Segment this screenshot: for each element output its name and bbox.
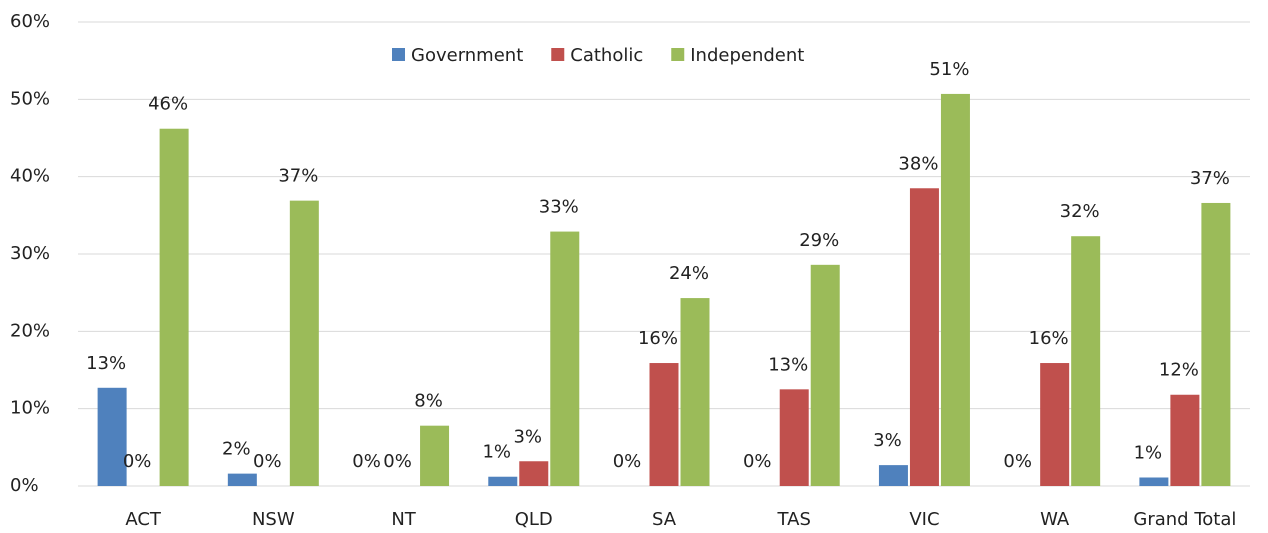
x-tick-label: TAS <box>777 509 811 530</box>
y-tick-label: 50% <box>10 88 50 109</box>
value-label: 0% <box>383 451 412 472</box>
bar <box>810 264 840 486</box>
value-label: 1% <box>482 442 511 463</box>
bar <box>1040 363 1070 486</box>
x-tick-label: NT <box>391 509 416 530</box>
value-label: 2% <box>222 439 251 460</box>
y-tick-label: 30% <box>10 243 50 264</box>
bar <box>519 461 549 486</box>
bar <box>1201 202 1231 486</box>
x-tick-label: NSW <box>252 509 295 530</box>
value-label: 13% <box>768 354 808 375</box>
bar <box>878 465 908 486</box>
legend-label: Catholic <box>570 45 643 66</box>
value-label: 24% <box>669 263 709 284</box>
bar <box>779 389 809 486</box>
value-label: 0% <box>253 451 282 472</box>
value-label: 8% <box>414 391 443 412</box>
value-label: 3% <box>873 430 902 451</box>
legend-label: Independent <box>690 45 804 66</box>
y-tick-label: 10% <box>10 398 50 419</box>
legend-swatch <box>551 48 565 61</box>
x-tick-label: ACT <box>125 509 162 530</box>
x-tick-label: QLD <box>515 509 553 530</box>
value-label: 37% <box>278 166 318 187</box>
y-tick-label: 0% <box>10 475 39 496</box>
bar <box>159 128 189 486</box>
value-label: 33% <box>539 197 579 218</box>
x-tick-label: WA <box>1040 509 1070 530</box>
bar <box>289 200 319 486</box>
value-label: 0% <box>743 451 772 472</box>
legend-label: Government <box>411 45 523 66</box>
value-label: 0% <box>613 451 642 472</box>
value-label: 29% <box>799 230 839 251</box>
value-label: 16% <box>638 328 678 349</box>
x-tick-label: Grand Total <box>1133 509 1236 530</box>
bar <box>97 387 127 486</box>
value-label: 32% <box>1060 201 1100 222</box>
y-tick-label: 40% <box>10 166 50 187</box>
bar <box>909 188 939 486</box>
legend-swatch <box>392 48 405 61</box>
value-label: 3% <box>513 426 542 447</box>
bar <box>940 93 970 487</box>
bar <box>1071 236 1101 486</box>
value-label: 0% <box>123 451 152 472</box>
y-tick-label: 20% <box>10 320 50 341</box>
bar <box>1139 477 1169 486</box>
x-tick-label: VIC <box>909 509 939 530</box>
value-label: 1% <box>1134 442 1163 463</box>
bar <box>420 425 450 486</box>
value-label: 13% <box>86 353 126 374</box>
value-label: 12% <box>1159 360 1199 381</box>
value-label: 16% <box>1029 328 1069 349</box>
legend-swatch <box>671 48 685 61</box>
y-tick-label: 60% <box>10 11 50 32</box>
value-label: 51% <box>929 59 969 80</box>
value-label: 38% <box>898 153 938 174</box>
value-label: 0% <box>352 451 381 472</box>
bar <box>488 476 518 486</box>
bar <box>649 363 679 486</box>
bar <box>680 298 710 486</box>
bar <box>550 231 580 486</box>
value-label: 0% <box>1003 451 1032 472</box>
value-label: 46% <box>148 94 188 115</box>
value-label: 37% <box>1190 168 1230 189</box>
x-tick-label: SA <box>652 509 677 530</box>
bar <box>1170 394 1200 486</box>
bar <box>227 473 257 486</box>
